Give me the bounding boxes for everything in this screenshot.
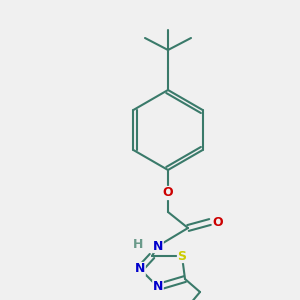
Text: N: N <box>135 262 145 275</box>
Text: O: O <box>163 187 173 200</box>
Text: N: N <box>153 280 163 293</box>
Text: O: O <box>213 215 223 229</box>
Text: H: H <box>133 238 143 250</box>
Text: N: N <box>153 239 163 253</box>
Text: S: S <box>178 250 187 262</box>
